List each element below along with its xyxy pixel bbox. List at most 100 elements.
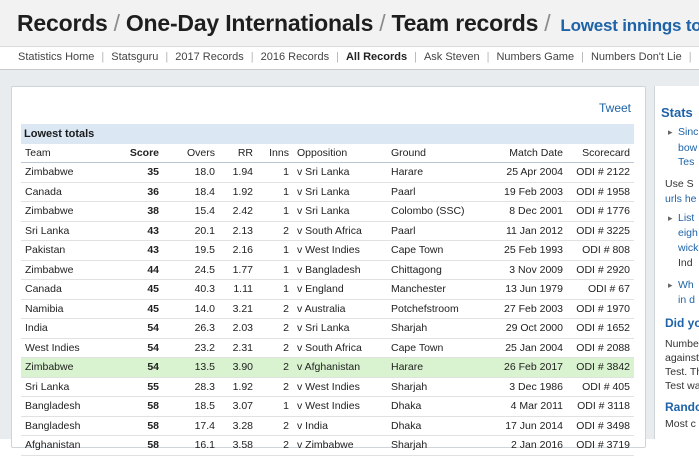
subnav-item[interactable]: Statistics Home [18, 51, 94, 63]
cell-match-date[interactable]: 25 Feb 1993 [487, 241, 567, 261]
cell-match-date[interactable]: 8 Dec 2001 [487, 202, 567, 222]
cell-opposition[interactable]: v England [293, 280, 387, 300]
cell-opposition[interactable]: v West Indies [293, 377, 387, 397]
sidebar-text[interactable]: Sinc [678, 126, 698, 138]
sidebar-text[interactable]: Number [665, 338, 699, 350]
sidebar-text[interactable]: Most c [665, 418, 696, 430]
cell-opposition[interactable]: v Afghanistan [293, 358, 387, 378]
cell-ground[interactable]: Sharjah [387, 436, 487, 456]
cell-opposition[interactable]: v India [293, 416, 387, 436]
subnav-item[interactable]: Numbers Don't Lie [591, 51, 682, 63]
cell-team[interactable]: Sri Lanka [21, 221, 113, 241]
sidebar-text[interactable]: bow [678, 142, 697, 154]
breadcrumb-odi[interactable]: One-Day Internationals [126, 10, 373, 36]
cell-match-date[interactable]: 19 Feb 2003 [487, 182, 567, 202]
sidebar-text[interactable]: Ind [678, 257, 693, 269]
cell-ground[interactable]: Sharjah [387, 377, 487, 397]
cell-scorecard[interactable]: ODI # 1652 [567, 319, 634, 339]
subnav-item[interactable]: 2016 Records [261, 51, 330, 63]
cell-match-date[interactable]: 27 Feb 2003 [487, 299, 567, 319]
cell-team[interactable]: Bangladesh [21, 397, 113, 417]
cell-match-date[interactable]: 2 Jan 2016 [487, 436, 567, 456]
cell-scorecard[interactable]: ODI # 3719 [567, 436, 634, 456]
cell-team[interactable]: Zimbabwe [21, 260, 113, 280]
cell-scorecard[interactable]: ODI # 3118 [567, 397, 634, 417]
cell-opposition[interactable]: v West Indies [293, 397, 387, 417]
cell-opposition[interactable]: v South Africa [293, 338, 387, 358]
breadcrumb-team-records[interactable]: Team records [391, 10, 538, 36]
cell-scorecard[interactable]: ODI # 405 [567, 377, 634, 397]
sidebar-text[interactable]: Test wa [665, 380, 699, 392]
cell-team[interactable]: Zimbabwe [21, 163, 113, 183]
cell-ground[interactable]: Potchefstroom [387, 299, 487, 319]
cell-match-date[interactable]: 25 Apr 2004 [487, 163, 567, 183]
subnav-item[interactable]: All Records [346, 51, 407, 63]
cell-team[interactable]: Afghanistan [21, 436, 113, 456]
cell-opposition[interactable]: v Sri Lanka [293, 202, 387, 222]
cell-scorecard[interactable]: ODI # 1776 [567, 202, 634, 222]
cell-ground[interactable]: Chittagong [387, 260, 487, 280]
cell-scorecard[interactable]: ODI # 2920 [567, 260, 634, 280]
sidebar-text[interactable]: wick [678, 242, 698, 254]
cell-match-date[interactable]: 29 Oct 2000 [487, 319, 567, 339]
cell-opposition[interactable]: v Zimbabwe [293, 436, 387, 456]
sidebar-text[interactable]: eigh [678, 227, 698, 239]
cell-ground[interactable]: Dhaka [387, 397, 487, 417]
cell-team[interactable]: Canada [21, 182, 113, 202]
cell-team[interactable]: Namibia [21, 299, 113, 319]
subnav-item[interactable]: 2017 Records [175, 51, 244, 63]
sidebar-text[interactable]: Tes [678, 156, 694, 168]
cell-match-date[interactable]: 17 Jun 2014 [487, 416, 567, 436]
cell-match-date[interactable]: 3 Nov 2009 [487, 260, 567, 280]
cell-team[interactable]: Canada [21, 280, 113, 300]
cell-ground[interactable]: Harare [387, 358, 487, 378]
cell-ground[interactable]: Cape Town [387, 241, 487, 261]
sidebar-text[interactable]: Test. Th [665, 366, 699, 378]
cell-opposition[interactable]: v West Indies [293, 241, 387, 261]
cell-opposition[interactable]: v Bangladesh [293, 260, 387, 280]
cell-match-date[interactable]: 13 Jun 1979 [487, 280, 567, 300]
cell-scorecard[interactable]: ODI # 2088 [567, 338, 634, 358]
cell-ground[interactable]: Sharjah [387, 319, 487, 339]
breadcrumb-records[interactable]: Records [17, 10, 108, 36]
cell-ground[interactable]: Cape Town [387, 338, 487, 358]
cell-scorecard[interactable]: ODI # 3498 [567, 416, 634, 436]
cell-opposition[interactable]: v Australia [293, 299, 387, 319]
cell-scorecard[interactable]: ODI # 3225 [567, 221, 634, 241]
cell-scorecard[interactable]: ODI # 808 [567, 241, 634, 261]
cell-team[interactable]: Zimbabwe [21, 358, 113, 378]
cell-match-date[interactable]: 26 Feb 2017 [487, 358, 567, 378]
cell-ground[interactable]: Paarl [387, 182, 487, 202]
cell-ground[interactable]: Dhaka [387, 416, 487, 436]
cell-team[interactable]: West Indies [21, 338, 113, 358]
cell-scorecard[interactable]: ODI # 2122 [567, 163, 634, 183]
cell-opposition[interactable]: v South Africa [293, 221, 387, 241]
sidebar-text[interactable]: List [678, 212, 694, 224]
sidebar-text[interactable]: Wh [678, 279, 694, 291]
subnav-item[interactable]: Numbers Game [496, 51, 574, 63]
cell-scorecard[interactable]: ODI # 3842 [567, 358, 634, 378]
cell-match-date[interactable]: 4 Mar 2011 [487, 397, 567, 417]
cell-ground[interactable]: Colombo (SSC) [387, 202, 487, 222]
cell-team[interactable]: Pakistan [21, 241, 113, 261]
cell-scorecard[interactable]: ODI # 1958 [567, 182, 634, 202]
cell-team[interactable]: India [21, 319, 113, 339]
cell-opposition[interactable]: v Sri Lanka [293, 319, 387, 339]
sidebar-text[interactable]: urls he [665, 193, 697, 205]
subnav-item[interactable]: Ask Steven [424, 51, 480, 63]
cell-match-date[interactable]: 3 Dec 1986 [487, 377, 567, 397]
sidebar-text[interactable]: against [665, 352, 699, 364]
cell-team[interactable]: Sri Lanka [21, 377, 113, 397]
sidebar-text[interactable]: in d [678, 294, 695, 306]
cell-opposition[interactable]: v Sri Lanka [293, 163, 387, 183]
cell-ground[interactable]: Manchester [387, 280, 487, 300]
cell-ground[interactable]: Harare [387, 163, 487, 183]
cell-team[interactable]: Zimbabwe [21, 202, 113, 222]
cell-opposition[interactable]: v Sri Lanka [293, 182, 387, 202]
subnav-item[interactable]: Statsguru [111, 51, 158, 63]
cell-ground[interactable]: Paarl [387, 221, 487, 241]
cell-scorecard[interactable]: ODI # 67 [567, 280, 634, 300]
cell-scorecard[interactable]: ODI # 1970 [567, 299, 634, 319]
cell-match-date[interactable]: 11 Jan 2012 [487, 221, 567, 241]
cell-team[interactable]: Bangladesh [21, 416, 113, 436]
